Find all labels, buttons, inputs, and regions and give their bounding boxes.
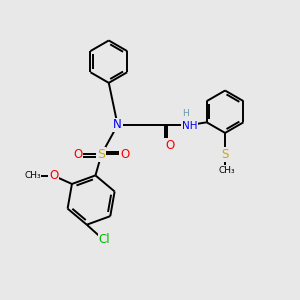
Text: S: S: [221, 148, 229, 160]
Text: CH₃: CH₃: [218, 166, 235, 175]
Text: O: O: [120, 148, 130, 161]
Text: O: O: [73, 148, 83, 161]
Text: CH₃: CH₃: [24, 171, 41, 180]
Text: Cl: Cl: [99, 233, 110, 246]
Text: NH: NH: [182, 121, 197, 130]
Text: H: H: [182, 109, 189, 118]
Text: O: O: [165, 139, 175, 152]
Text: S: S: [98, 148, 105, 161]
Text: N: N: [113, 118, 122, 131]
Text: O: O: [49, 169, 58, 182]
